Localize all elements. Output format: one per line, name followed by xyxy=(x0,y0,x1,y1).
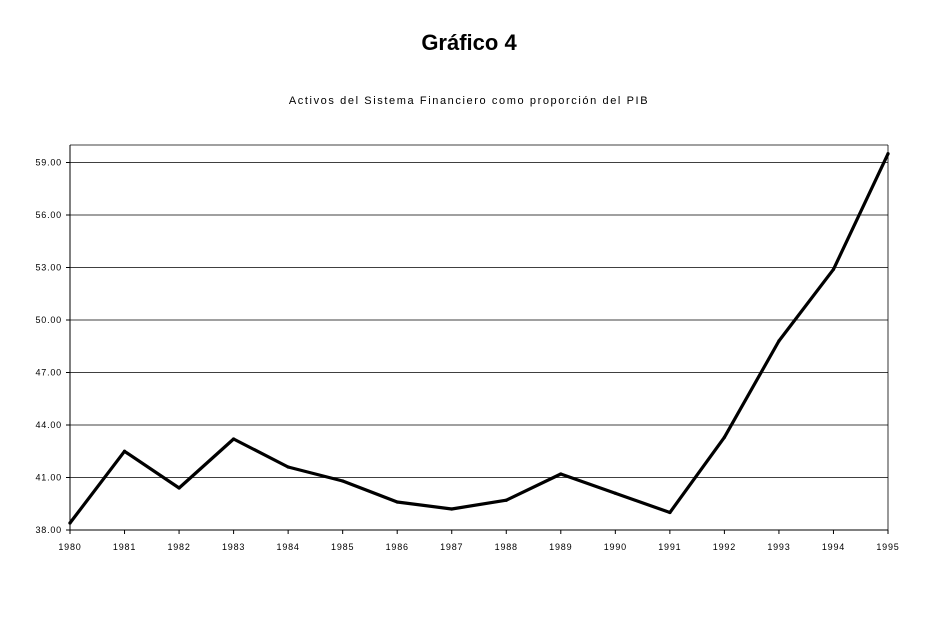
x-tick-label: 1980 xyxy=(58,542,81,552)
x-tick-label: 1983 xyxy=(222,542,245,552)
y-tick-label: 44.00 xyxy=(35,420,62,430)
data-point xyxy=(668,510,672,515)
y-tick-label: 53.00 xyxy=(35,263,62,273)
data-point xyxy=(232,437,236,441)
x-tick-label: 1986 xyxy=(386,542,409,552)
y-tick-label: 59.00 xyxy=(35,158,62,168)
data-point xyxy=(722,435,727,439)
series-layer xyxy=(68,152,890,525)
y-tick-label: 41.00 xyxy=(35,473,62,483)
data-point xyxy=(559,472,563,476)
x-tick-label: 1984 xyxy=(277,542,300,552)
x-tick-label: 1981 xyxy=(113,542,136,552)
x-tick-label: 1991 xyxy=(658,542,681,552)
data-point xyxy=(777,339,781,343)
y-tick-labels: 38.00 41.00 44.00 47.00 50.00 53.00 56.00 59.00 xyxy=(35,158,62,536)
x-tick-label: 1982 xyxy=(167,542,190,552)
chart-title: Activos del Sistema Financiero como prop… xyxy=(288,95,650,107)
data-point xyxy=(504,498,508,502)
data-point xyxy=(613,491,617,495)
x-tick-labels: 1980 1981 1982 1983 1984 1985 1986 1987 1988 1989… xyxy=(58,542,899,552)
x-tick-label: 1994 xyxy=(822,542,845,552)
y-tick-label: 38.00 xyxy=(35,525,62,535)
data-point xyxy=(450,507,454,511)
x-tick-label: 1988 xyxy=(495,542,518,552)
data-point xyxy=(122,449,127,453)
x-tick-label: 1990 xyxy=(604,542,627,552)
gridlines xyxy=(70,162,888,478)
data-point xyxy=(395,500,399,504)
x-tick-label: 1993 xyxy=(767,542,790,552)
data-point xyxy=(68,521,72,525)
data-point xyxy=(886,152,890,156)
data-point xyxy=(177,486,181,490)
x-tick-label: 1989 xyxy=(549,542,572,552)
data-point xyxy=(286,465,290,469)
x-tick-label: 1992 xyxy=(713,542,736,552)
data-point xyxy=(341,479,345,483)
y-tick-label: 50.00 xyxy=(35,315,62,325)
x-tick-label: 1995 xyxy=(876,542,899,552)
y-tick-label: 47.00 xyxy=(35,368,62,378)
data-point xyxy=(831,267,836,271)
x-tick-label: 1987 xyxy=(440,542,463,552)
y-tick-label: 56.00 xyxy=(35,210,62,220)
figure-title: Gráfico 4 xyxy=(421,30,517,55)
axes xyxy=(66,144,889,534)
x-tick-label: 1985 xyxy=(331,542,354,552)
series-line xyxy=(68,152,890,525)
